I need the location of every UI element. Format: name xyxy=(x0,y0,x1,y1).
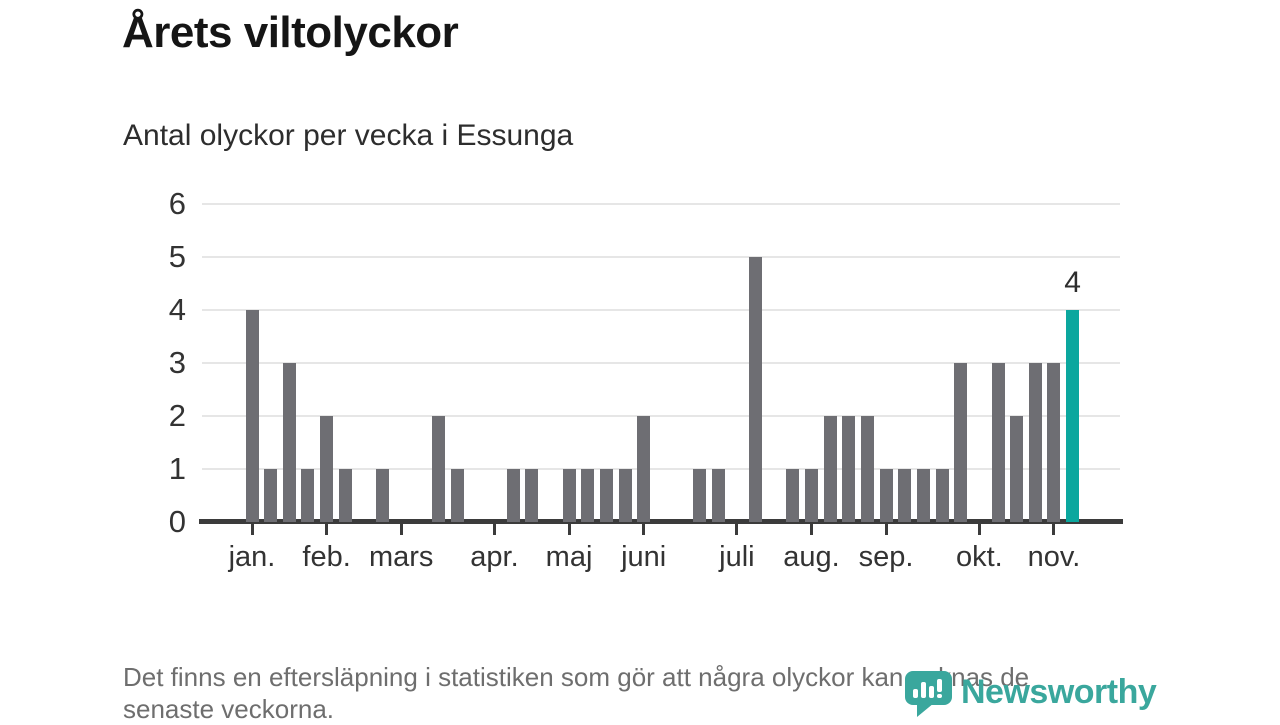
bar-week-16 xyxy=(525,469,539,522)
y-axis-tick-label: 3 xyxy=(168,345,186,380)
x-axis-label: apr. xyxy=(470,541,519,573)
bar-week-41 xyxy=(991,363,1005,522)
gridline xyxy=(202,203,1120,205)
x-axis-label: juni xyxy=(621,541,667,573)
highlight-value-label: 4 xyxy=(1064,266,1081,299)
x-axis-tick xyxy=(325,524,329,535)
bar-week-37 xyxy=(916,469,930,522)
pin-chart-bar xyxy=(937,679,942,692)
newsworthy-wordmark: Newsworthy xyxy=(961,673,1157,711)
bar-week-31 xyxy=(805,469,818,522)
x-axis-tick xyxy=(399,524,403,535)
x-axis-tick xyxy=(810,524,813,535)
gridline xyxy=(202,256,1120,258)
bar-week-34 xyxy=(860,416,874,522)
gridline xyxy=(202,468,1120,470)
bar-week-32 xyxy=(823,416,837,522)
x-axis-label: jan. xyxy=(228,541,276,573)
x-axis-tick xyxy=(1052,524,1056,535)
bar-week-1 xyxy=(245,310,259,522)
bar-week-15 xyxy=(506,469,520,522)
y-axis-tick-label: 4 xyxy=(168,292,186,327)
x-axis-label: okt. xyxy=(955,541,1003,573)
bar-week-6 xyxy=(338,469,352,522)
bar-week-12 xyxy=(450,469,464,522)
bar-week-5 xyxy=(320,416,334,522)
bar-week-19 xyxy=(581,469,595,522)
gridline xyxy=(202,415,1120,417)
bar-week-11 xyxy=(432,416,445,522)
x-axis-label: feb. xyxy=(302,541,351,573)
bar-week-45 xyxy=(1066,310,1080,522)
gridline xyxy=(202,362,1120,364)
bar-week-36 xyxy=(898,469,912,522)
bar-week-8 xyxy=(376,469,390,522)
bar-week-35 xyxy=(879,469,893,522)
x-axis-label: juli xyxy=(719,541,755,573)
x-axis-tick xyxy=(250,524,254,535)
footer-note: Det finns en eftersläpning i statistiken… xyxy=(123,661,1029,725)
chart-subtitle: Antal olyckor per vecka i Essunga xyxy=(123,119,574,152)
bar-week-22 xyxy=(637,416,651,522)
x-axis-label: sep. xyxy=(858,541,914,573)
y-axis-tick-label: 2 xyxy=(168,398,186,433)
x-axis-label: nov. xyxy=(1027,541,1081,573)
x-axis-tick xyxy=(492,524,496,535)
x-axis-tick xyxy=(735,524,739,535)
y-axis-tick-label: 6 xyxy=(168,186,186,221)
pin-chart-dot xyxy=(937,694,942,698)
bar-week-3 xyxy=(282,363,296,522)
x-axis-label: aug. xyxy=(783,541,840,573)
gridline xyxy=(202,309,1120,311)
x-axis-label: mars xyxy=(368,541,434,573)
pin-chart-bar xyxy=(913,689,918,698)
footer-note-line: Det finns en eftersläpning i statistiken… xyxy=(123,662,1030,692)
pin-chart-bar xyxy=(921,682,926,698)
bar-week-39 xyxy=(954,363,968,522)
bar-week-18 xyxy=(562,469,576,522)
page-title: Årets viltolyckor xyxy=(122,8,459,57)
x-axis-label: maj xyxy=(545,541,593,573)
y-axis-tick-label: 0 xyxy=(168,504,186,539)
y-axis-tick-label: 5 xyxy=(168,239,186,274)
pin-chart-bar xyxy=(929,686,934,698)
bar-week-4 xyxy=(301,469,315,522)
newsworthy-logo: Newsworthy xyxy=(903,666,1173,720)
x-axis-tick xyxy=(567,524,571,535)
x-axis-tick xyxy=(642,524,646,535)
x-axis-line xyxy=(199,519,1123,524)
pin-tail xyxy=(917,703,934,717)
bar-week-42 xyxy=(1010,416,1024,522)
bar-week-2 xyxy=(264,469,278,522)
bar-week-28 xyxy=(749,257,763,522)
plot-area: 0 1 2 3 4 5 6 4 jan. feb. mars apr. maj juni juli aug. s… xyxy=(169,187,1123,573)
footer-note-line: senaste veckorna. xyxy=(123,694,335,724)
bar-week-38 xyxy=(935,469,949,522)
x-axis-tick xyxy=(884,524,888,535)
y-axis-tick-label: 1 xyxy=(168,451,186,486)
bar-week-21 xyxy=(618,469,632,522)
bar-week-44 xyxy=(1047,363,1061,522)
bar-week-33 xyxy=(842,416,856,522)
bar-week-25 xyxy=(693,469,707,522)
bar-week-43 xyxy=(1028,363,1042,522)
pin-bubble xyxy=(905,671,952,705)
bar-week-20 xyxy=(599,469,613,522)
bar-week-30 xyxy=(786,469,800,522)
bar-week-26 xyxy=(711,469,725,522)
x-axis-tick xyxy=(977,524,981,535)
